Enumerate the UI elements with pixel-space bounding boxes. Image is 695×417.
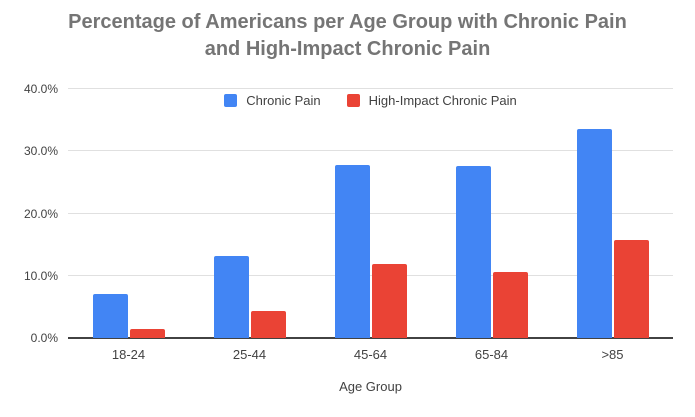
bar-high-impact-chronic-pain-45-64	[371, 263, 407, 338]
bar-chronic-pain-45-64	[334, 164, 370, 338]
chart-title-line-1: Percentage of Americans per Age Group wi…	[68, 11, 627, 33]
y-axis-tick-label: 10.0%	[23, 268, 58, 283]
bar-high-impact-chronic-pain-65-84	[492, 272, 528, 338]
x-axis-tick-labels: 18-24 25-44 45-64 65-84 >85	[68, 347, 673, 362]
bar-groups	[68, 89, 673, 338]
bar-group->85	[552, 89, 673, 338]
legend-item-chronic-pain: Chronic Pain	[224, 93, 321, 108]
x-axis-tick-label: 25-44	[232, 347, 267, 362]
chart-title-line-2: and High-Impact Chronic Pain	[204, 38, 491, 60]
x-axis-baseline	[68, 337, 673, 339]
bar-high-impact-chronic-pain->85	[613, 240, 649, 338]
x-axis-tick-label: 18-24	[111, 347, 146, 362]
gridline	[68, 150, 673, 152]
plot-area	[68, 88, 673, 339]
bar-group-18-24	[68, 89, 189, 338]
gridline	[68, 88, 673, 89]
y-axis-tick-label: 20.0%	[23, 206, 58, 221]
gridline	[68, 274, 673, 276]
bar-chronic-pain->85	[576, 129, 612, 338]
bar-high-impact-chronic-pain-25-44	[250, 311, 286, 338]
bar-chronic-pain-25-44	[213, 256, 249, 338]
x-axis-tick-label: 65-84	[474, 347, 509, 362]
bar-chronic-pain-65-84	[455, 166, 491, 338]
chart-title: Percentage of Americans per Age Group wi…	[0, 9, 695, 63]
y-axis-tick-label: 30.0%	[23, 144, 58, 159]
legend-swatch-icon	[346, 94, 360, 107]
bar-chronic-pain-18-24	[92, 294, 128, 338]
bar-group-45-64	[310, 89, 431, 338]
y-axis-tick-label: 0.0%	[30, 331, 58, 345]
gridline	[68, 212, 673, 214]
x-axis-title: Age Group	[339, 379, 402, 394]
bar-high-impact-chronic-pain-18-24	[129, 328, 165, 338]
bar-group-65-84	[431, 89, 552, 338]
legend-label: Chronic Pain	[246, 93, 321, 108]
legend-swatch-icon	[224, 94, 238, 107]
x-axis-tick-label: 45-64	[353, 347, 388, 362]
bar-group-25-44	[189, 89, 310, 338]
y-axis-tick-label: 40.0%	[23, 82, 58, 96]
legend-item-high-impact-chronic-pain: High-Impact Chronic Pain	[346, 93, 517, 108]
legend: Chronic Pain High-Impact Chronic Pain	[68, 93, 673, 108]
legend-label: High-Impact Chronic Pain	[368, 93, 517, 108]
x-axis-tick-label: >85	[601, 347, 624, 362]
